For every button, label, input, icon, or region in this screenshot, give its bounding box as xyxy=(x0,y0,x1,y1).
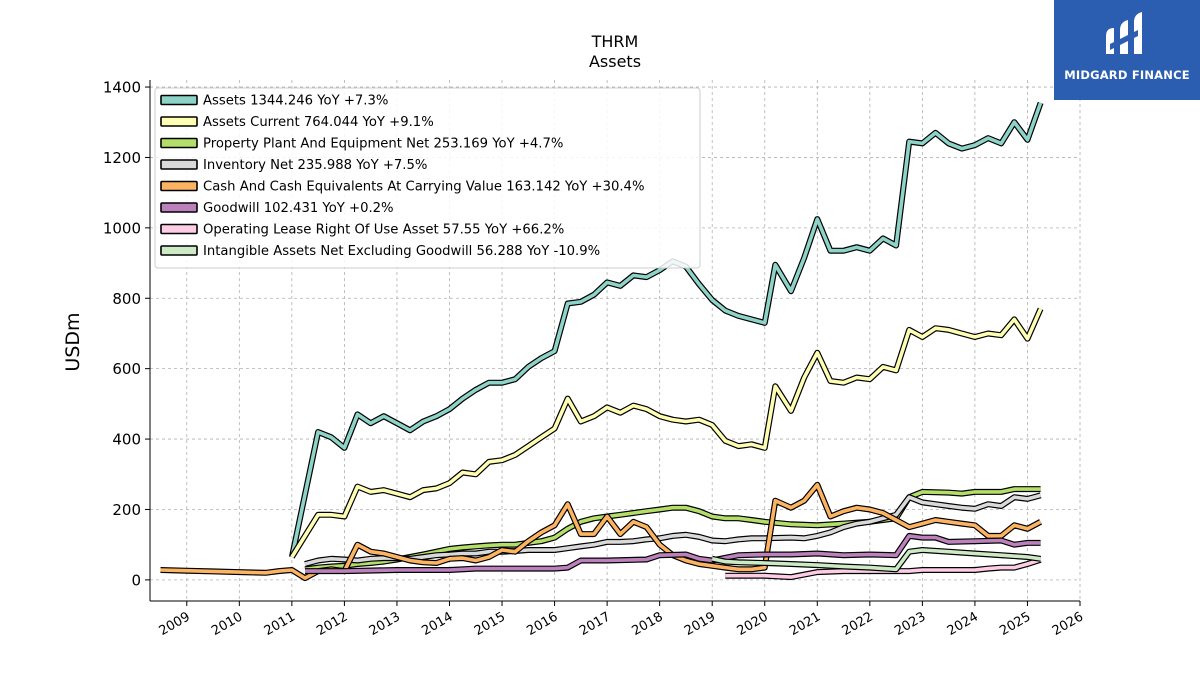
legend-swatch xyxy=(160,180,198,192)
x-tick-label: 2021 xyxy=(787,609,823,639)
series-6 xyxy=(305,532,1041,575)
legend-entry: Operating Lease Right Of Use Asset 57.55… xyxy=(160,223,564,238)
x-tick-label: 2016 xyxy=(524,609,560,639)
x-tick-label: 2019 xyxy=(682,609,718,639)
legend-swatch xyxy=(160,137,198,149)
legend-label: Operating Lease Right Of Use Asset 57.55… xyxy=(203,223,564,238)
x-tick-label: 2025 xyxy=(997,609,1033,639)
legend-swatch xyxy=(160,116,198,127)
y-tick-label: 0 xyxy=(131,571,141,589)
legend-label: Inventory Net 235.988 YoY +7.5% xyxy=(203,158,427,173)
series-8 xyxy=(711,547,1042,573)
x-tick-label: 2020 xyxy=(735,609,771,639)
x-tick-label: 2009 xyxy=(157,609,193,639)
x-tick-label: 2018 xyxy=(630,609,666,639)
legend-label: Goodwill 102.431 YoY +0.2% xyxy=(203,201,394,216)
y-tick-label: 800 xyxy=(112,290,141,308)
y-tick-label: 400 xyxy=(112,431,141,449)
legend-entry: Assets Current 764.044 YoY +9.1% xyxy=(160,115,434,130)
legend-entry: Inventory Net 235.988 YoY +7.5% xyxy=(160,158,427,173)
chart-subtitle: Assets xyxy=(589,52,641,71)
x-tick-label: 2026 xyxy=(1050,609,1086,639)
legend-entry: Cash And Cash Equivalents At Carrying Va… xyxy=(160,180,644,195)
x-tick-label: 2013 xyxy=(367,609,403,639)
x-tick-label: 2010 xyxy=(209,609,245,639)
legend-swatch xyxy=(160,94,198,106)
legend-entry: Intangible Assets Net Excluding Goodwill… xyxy=(160,244,600,259)
legend-label: Assets 1344.246 YoY +7.3% xyxy=(203,94,388,109)
legend-frame xyxy=(154,87,701,269)
legend-swatch xyxy=(160,159,198,170)
y-tick-label: 1400 xyxy=(103,79,141,97)
x-tick-label: 2024 xyxy=(945,609,981,639)
chart-title: THRM xyxy=(591,32,639,51)
x-tick-label: 2022 xyxy=(840,609,876,639)
legend-entry: Property Plant And Equipment Net 253.169… xyxy=(160,137,563,152)
legend-label: Property Plant And Equipment Net 253.169… xyxy=(203,137,563,152)
series-line xyxy=(160,482,1042,580)
y-tick-label: 1000 xyxy=(103,219,141,237)
x-tick-label: 2011 xyxy=(262,609,298,639)
legend-swatch xyxy=(160,223,198,235)
series-line xyxy=(290,308,1043,558)
legend-entry: Assets 1344.246 YoY +7.3% xyxy=(160,94,388,109)
legend: Assets 1344.246 YoY +7.3% Assets Current … xyxy=(154,87,701,269)
series-2 xyxy=(289,307,1044,559)
series-4 xyxy=(304,492,1042,567)
y-axis-label: USDm xyxy=(62,312,84,371)
series-line xyxy=(304,493,1042,566)
y-tick-label: 600 xyxy=(112,360,141,378)
brand-logo: MIDGARD FINANCE xyxy=(1054,0,1200,100)
series-group xyxy=(160,101,1044,582)
series-line xyxy=(305,534,1041,573)
y-tick-label: 1200 xyxy=(103,149,141,167)
y-tick-label: 200 xyxy=(112,501,141,519)
logo-mark-icon xyxy=(1106,12,1142,54)
legend-swatch xyxy=(160,245,198,256)
legend-label: Intangible Assets Net Excluding Goodwill… xyxy=(203,244,600,259)
brand-name: MIDGARD FINANCE xyxy=(1064,68,1190,82)
x-tick-label: 2015 xyxy=(472,609,508,639)
legend-label: Cash And Cash Equivalents At Carrying Va… xyxy=(203,180,644,195)
x-tick-label: 2023 xyxy=(892,609,928,639)
series-5 xyxy=(160,481,1043,582)
legend-label: Assets Current 764.044 YoY +9.1% xyxy=(203,115,434,130)
series-line xyxy=(711,548,1041,572)
x-tick-label: 2014 xyxy=(419,609,455,639)
x-tick-label: 2012 xyxy=(314,609,350,639)
x-tick-label: 2017 xyxy=(577,609,613,639)
legend-entry: Goodwill 102.431 YoY +0.2% xyxy=(160,201,394,216)
legend-swatch xyxy=(160,202,198,213)
